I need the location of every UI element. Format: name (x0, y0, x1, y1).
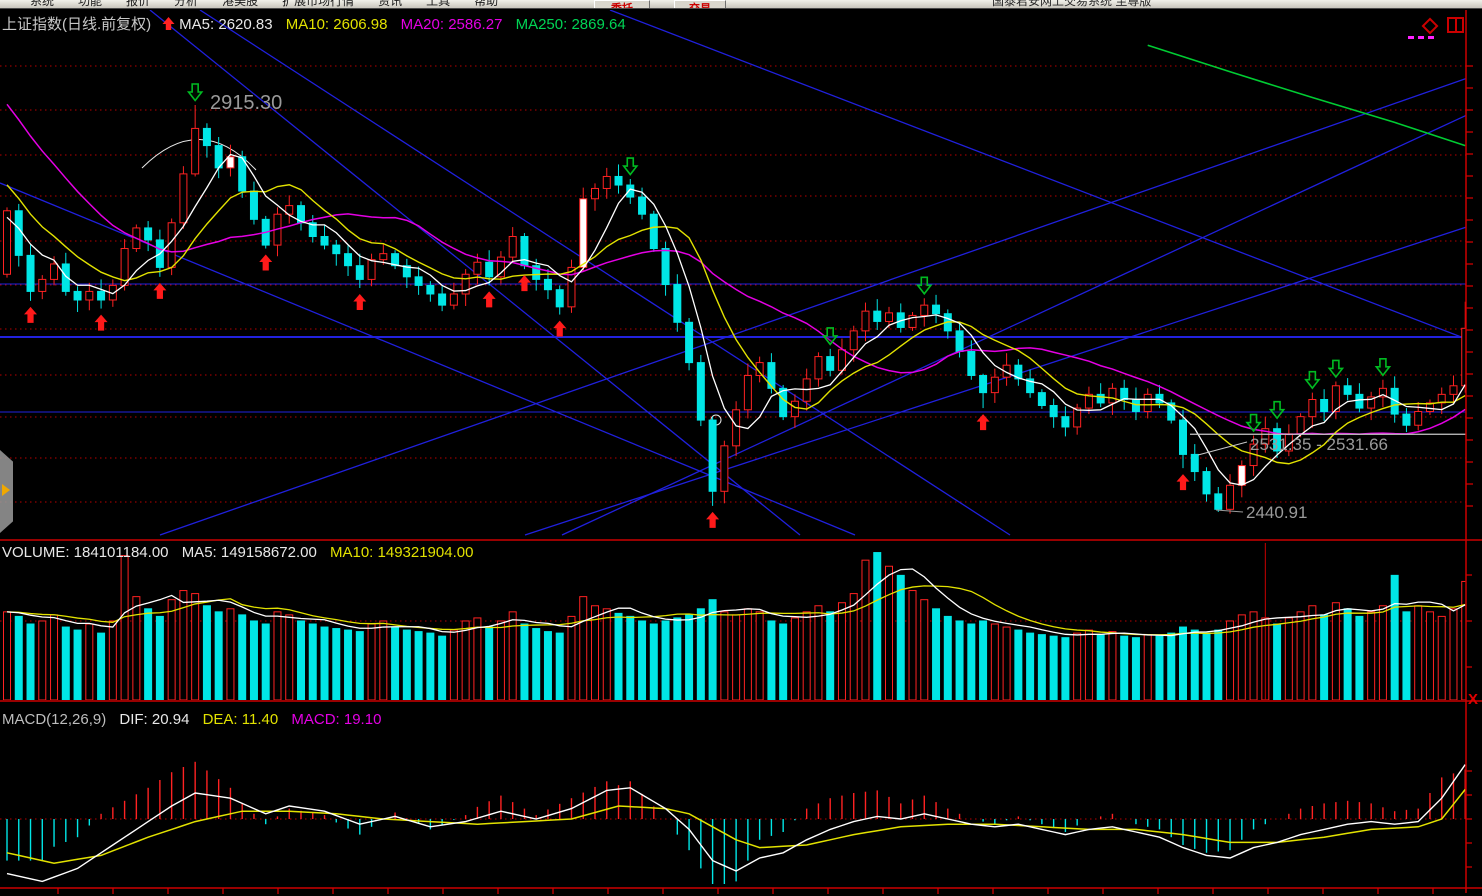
high-price-annotation: 2915.30 (210, 92, 283, 114)
frame-layer (0, 10, 1482, 894)
volume-pane (0, 543, 1466, 700)
order-button[interactable]: 委托 (594, 0, 650, 8)
sell-signal-arrow (1268, 400, 1286, 420)
macd-pane-header: MACD(12,26,9) DIF: 20.94 DEA: 11.40 MACD… (2, 711, 390, 728)
macd-name: MACD(12,26,9) (2, 711, 107, 728)
menu-item[interactable]: 工具 (426, 0, 451, 8)
ellipsis-marker-icon[interactable] (1408, 36, 1434, 39)
sell-signal-arrow (1374, 357, 1392, 377)
sell-signal-arrow (622, 157, 639, 176)
pane-close-button[interactable]: X (1468, 691, 1479, 708)
main-price-pane (0, 10, 1466, 536)
sell-signal-arrow (186, 83, 204, 102)
ma5-legend: MA5: 2620.83 (179, 16, 273, 33)
sidebar-expand-handle[interactable] (0, 450, 13, 533)
main-chart-header: 上证指数(日线.前复权) MA5: 2620.83 MA10: 2606.98 M… (2, 13, 635, 34)
ma10-legend: MA10: 2606.98 (285, 16, 388, 33)
broker-label: 国泰君安网上交易系统 至尊版 (992, 0, 1152, 8)
buy-signal-arrow (976, 414, 990, 431)
volume-value: VOLUME: 184101184.00 (2, 544, 169, 561)
symbol-title: 上证指数(日线.前复权) (2, 16, 152, 33)
buy-signal-arrow (482, 291, 496, 308)
menu-item[interactable]: 系统 (30, 0, 55, 8)
buy-signal-arrow (153, 282, 167, 299)
menu-items: 系统 功能 报价 分析 港美股 扩展市场行情 资讯 工具 帮助 (30, 0, 522, 8)
menu-item[interactable]: 资讯 (378, 0, 403, 8)
buy-signal-arrow (1176, 474, 1190, 491)
menu-bar[interactable]: 系统 功能 报价 分析 港美股 扩展市场行情 资讯 工具 帮助 委托 交易 国泰君安网上交易系统… (0, 0, 1482, 9)
sell-signal-arrow (1304, 370, 1321, 390)
up-arrow-icon (162, 17, 175, 30)
range-price-annotation: 2531.35 - 2531.66 (1250, 435, 1389, 454)
menu-item[interactable]: 扩展市场行情 (282, 0, 355, 8)
sell-signal-arrow (821, 327, 839, 346)
menu-item[interactable]: 帮助 (474, 0, 499, 8)
trade-button[interactable]: 交易 (674, 0, 726, 8)
dif-legend: DIF: 20.94 (119, 711, 190, 728)
ma250-legend: MA250: 2869.64 (515, 16, 626, 33)
macd-legend: MACD: 19.10 (291, 711, 382, 728)
buy-signal-arrow (517, 275, 531, 292)
buy-signal-arrow (259, 254, 273, 271)
menu-item[interactable]: 分析 (174, 0, 199, 8)
menu-item[interactable]: 港美股 (222, 0, 259, 8)
buy-signal-arrow (706, 511, 720, 528)
low-price-annotation: 2440.91 (1246, 503, 1308, 522)
expand-arrow-icon (2, 484, 10, 496)
volume-ma10-legend: MA10: 149321904.00 (329, 544, 474, 561)
dea-legend: DEA: 11.40 (202, 711, 279, 728)
sell-signal-arrow (916, 276, 933, 296)
sell-signal-arrow (1327, 359, 1345, 379)
buy-signal-arrow (24, 306, 38, 323)
macd-pane (0, 761, 1466, 884)
buy-signal-arrow (553, 320, 567, 337)
sell-signal-arrow (1245, 413, 1262, 433)
volume-pane-header: VOLUME: 184101184.00 MA5: 149158672.00 M… (2, 544, 482, 561)
volume-ma5-legend: MA5: 149158672.00 (181, 544, 317, 561)
buy-signal-arrow (94, 314, 108, 331)
menu-item[interactable]: 功能 (78, 0, 103, 8)
ma20-legend: MA20: 2586.27 (400, 16, 503, 33)
menu-item[interactable]: 报价 (126, 0, 151, 8)
buy-signal-arrow (353, 293, 367, 310)
window-panes-icon[interactable] (1447, 17, 1464, 33)
